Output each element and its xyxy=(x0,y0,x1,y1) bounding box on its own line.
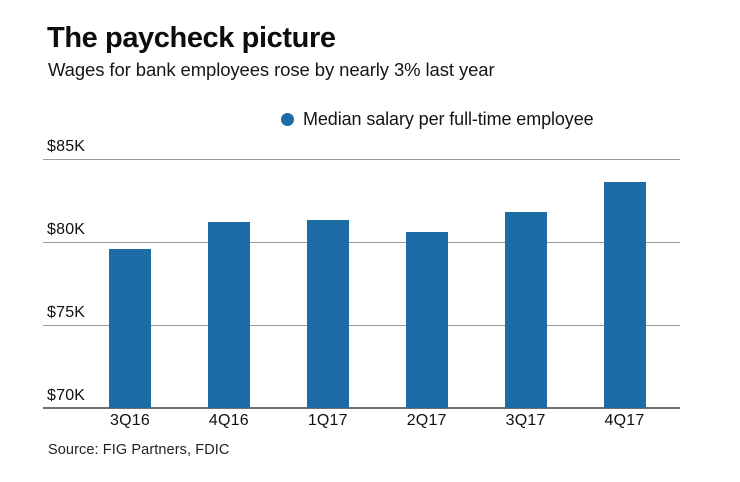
bar-4Q16 xyxy=(207,222,250,408)
gridline-$85K xyxy=(43,159,680,160)
x-axis-tick-label-4Q16: 4Q16 xyxy=(208,412,249,429)
x-axis-tick-label-2Q17: 2Q17 xyxy=(406,412,447,429)
legend-series-label: Median salary per full-time employee xyxy=(303,109,594,129)
chart-title: The paycheck picture xyxy=(47,22,336,54)
legend-marker-icon xyxy=(281,113,294,126)
x-axis-tick-label-3Q16: 3Q16 xyxy=(110,412,150,429)
gridline-$75K xyxy=(43,325,680,326)
x-axis-tick-label-3Q17: 3Q17 xyxy=(505,412,546,429)
chart-legend: Median salary per full-time employee xyxy=(281,109,594,130)
y-axis-tick-label: $85K xyxy=(47,138,86,155)
y-axis-tick-label: $70K xyxy=(47,387,86,404)
bar-3Q17 xyxy=(504,212,547,408)
bar-4Q17 xyxy=(603,182,646,408)
chart-header: The paycheck picture Wages for bank empl… xyxy=(47,22,495,81)
x-axis-tick-label-4Q17: 4Q17 xyxy=(604,412,645,429)
bar-1Q17 xyxy=(306,220,349,408)
y-axis-tick-label: $75K xyxy=(47,304,86,321)
gridline-$80K xyxy=(43,242,680,243)
x-axis-line xyxy=(43,407,680,409)
chart-subtitle: Wages for bank employees rose by nearly … xyxy=(48,59,495,81)
source-attribution: Source: FIG Partners, FDIC xyxy=(48,442,230,458)
bar-3Q16 xyxy=(109,248,151,408)
x-axis-tick-label-1Q17: 1Q17 xyxy=(307,412,348,429)
y-axis-tick-label: $80K xyxy=(47,221,86,238)
bar-2Q17 xyxy=(405,232,448,408)
